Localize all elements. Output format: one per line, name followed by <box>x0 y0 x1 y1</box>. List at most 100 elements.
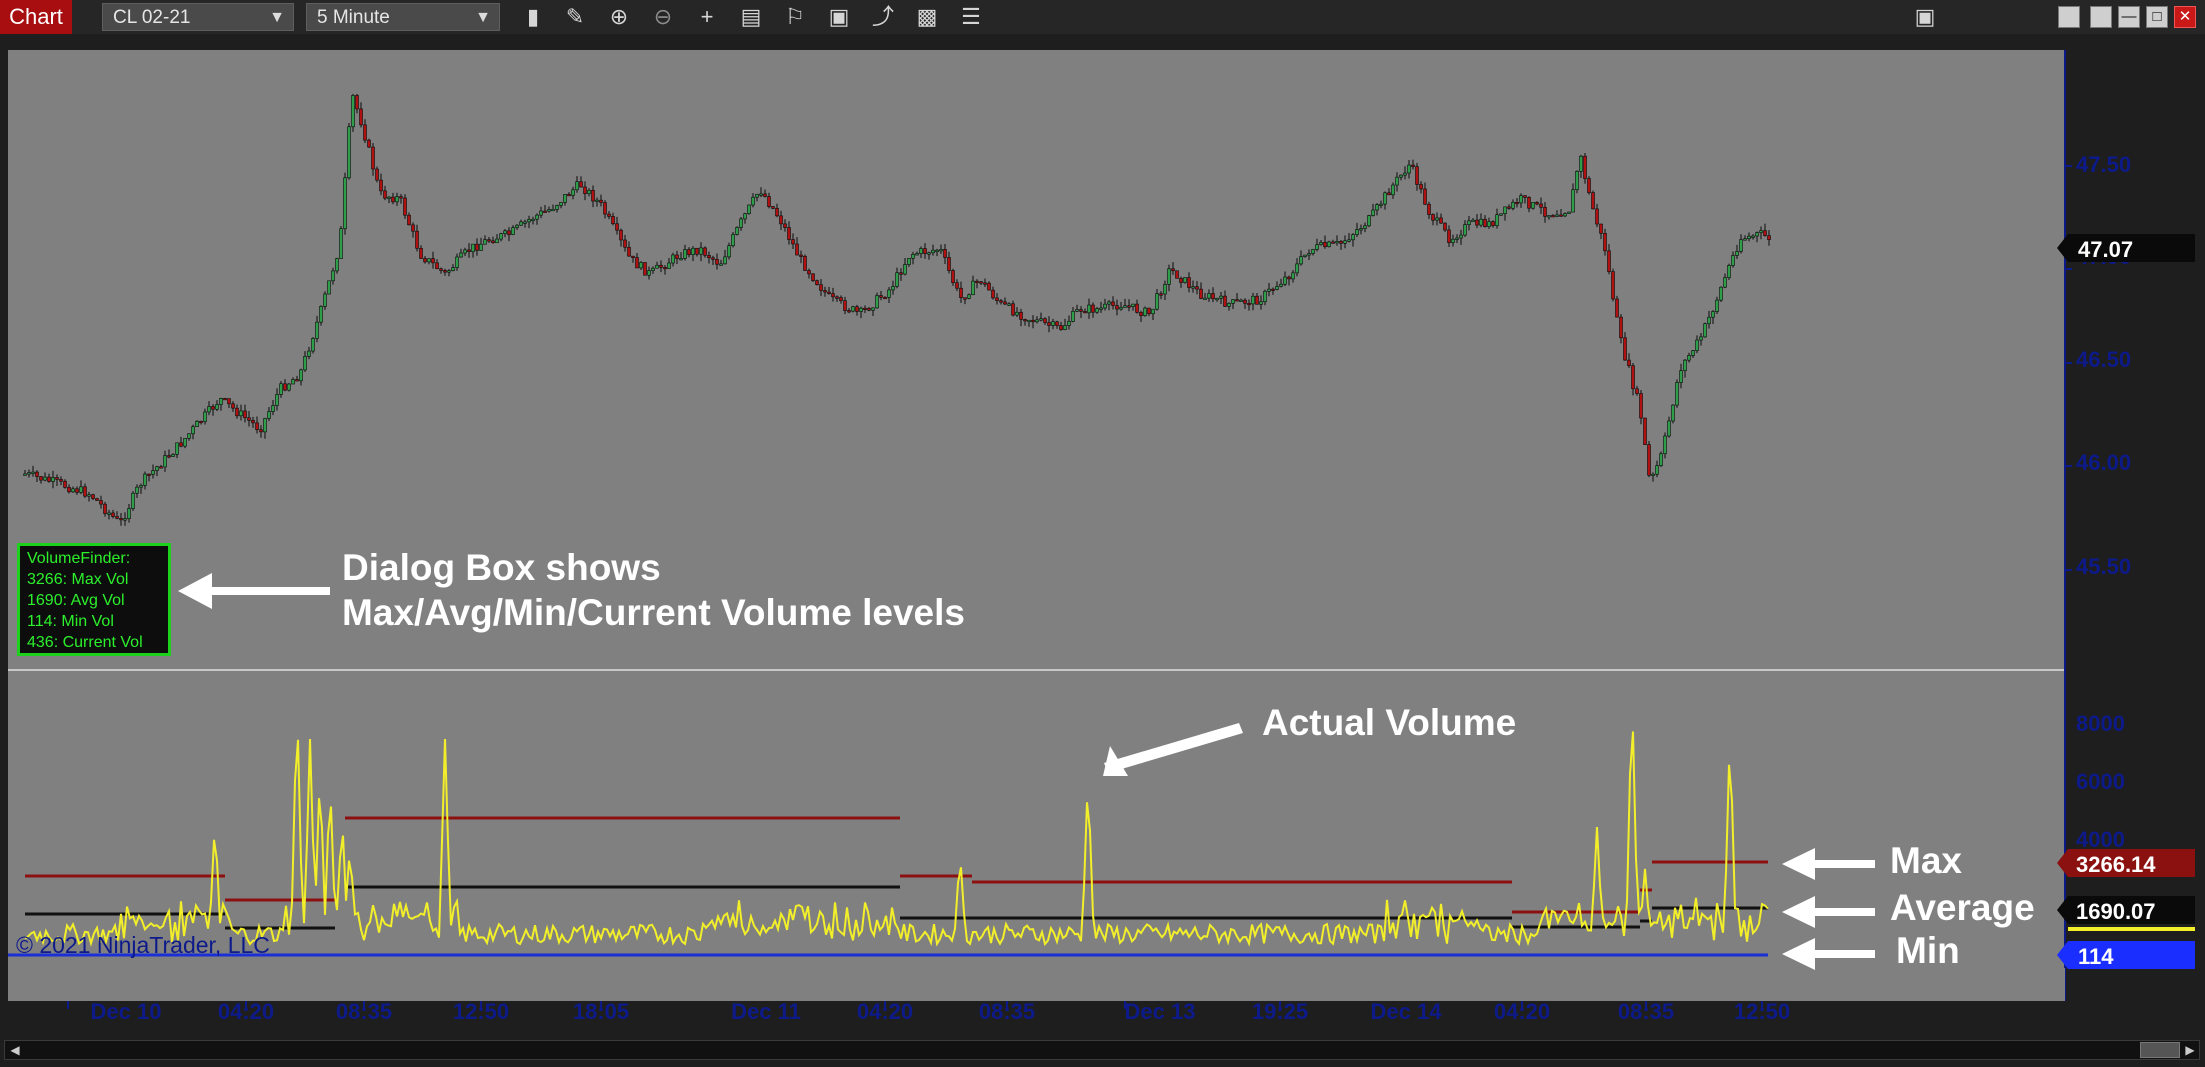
candle <box>147 473 151 476</box>
candle <box>519 221 523 226</box>
drawing-tools-icon[interactable]: ⤴ <box>871 4 894 29</box>
volume-tick: 6000 <box>2076 769 2125 794</box>
instrument-label: CL 02-21 <box>113 7 191 28</box>
candle <box>251 420 255 424</box>
candle <box>791 239 795 245</box>
candle <box>919 248 923 254</box>
candle <box>1607 250 1611 272</box>
candle <box>1287 276 1291 280</box>
maximize-button[interactable]: □ <box>2146 6 2168 28</box>
candle <box>1355 229 1359 235</box>
minimize-button[interactable]: — <box>2118 6 2140 28</box>
candle <box>1103 303 1107 309</box>
candle <box>1615 298 1619 318</box>
candle <box>619 229 623 241</box>
candle <box>1327 241 1331 248</box>
crosshair-icon[interactable]: + <box>700 4 714 29</box>
snapshot-icon[interactable]: ▣ <box>828 4 850 29</box>
candle <box>1343 240 1347 244</box>
data-box-icon[interactable]: ▤ <box>740 4 762 29</box>
candle <box>1495 214 1499 226</box>
candle <box>1535 202 1539 205</box>
candle <box>1603 232 1607 252</box>
candle <box>443 270 447 273</box>
candle <box>843 300 847 311</box>
strategies-icon[interactable]: ▩ <box>916 4 938 29</box>
chart-tab[interactable]: Chart <box>0 0 72 34</box>
candle <box>775 208 779 217</box>
indicators-list-icon[interactable]: ☰ <box>961 4 981 29</box>
candle <box>975 280 979 283</box>
candle <box>379 179 383 192</box>
candle <box>875 295 879 309</box>
zoom-out-icon[interactable]: ⊖ <box>653 4 673 29</box>
candle <box>1307 253 1311 256</box>
candle <box>1227 303 1231 307</box>
candle <box>1559 214 1563 217</box>
candle <box>1687 355 1691 361</box>
candle <box>1135 303 1139 313</box>
candle <box>247 417 251 421</box>
candle <box>383 190 387 199</box>
candle <box>627 246 631 257</box>
interval-selector[interactable]: 5 Minute ▼ <box>306 3 500 31</box>
candle <box>43 476 47 481</box>
candle <box>1639 393 1643 419</box>
candle <box>1547 215 1551 218</box>
candle <box>1215 298 1219 301</box>
candle <box>1479 218 1483 226</box>
candle <box>1595 208 1599 225</box>
candle <box>207 406 211 413</box>
workspace-icon[interactable]: ▣ <box>1914 4 1936 29</box>
arrow-down-left-icon <box>1103 723 1243 776</box>
candle <box>1635 388 1639 394</box>
candle <box>783 223 787 228</box>
candle <box>579 181 583 188</box>
candle <box>1531 202 1535 209</box>
candle <box>63 480 67 488</box>
candle <box>1107 301 1111 305</box>
candle <box>423 258 427 263</box>
candle <box>743 213 747 220</box>
scrollbar-thumb[interactable] <box>2140 1042 2180 1058</box>
horizontal-scrollbar[interactable] <box>4 1040 2200 1060</box>
candle <box>55 477 59 480</box>
candle <box>139 485 143 488</box>
candle <box>967 294 971 299</box>
min-annotation: Min <box>1896 930 1960 971</box>
time-tick: Dec 13 <box>1125 999 1196 1024</box>
instrument-selector[interactable]: CL 02-21 ▼ <box>102 3 294 31</box>
candle <box>111 512 115 517</box>
candle <box>787 227 791 240</box>
close-button[interactable]: ✕ <box>2174 6 2196 28</box>
candle <box>1191 286 1195 289</box>
pencil-icon[interactable]: ✎ <box>565 4 585 29</box>
candle <box>507 230 511 235</box>
chart-area[interactable]: © 2021 NinjaTrader, LLC 47.50 47.00 46.5… <box>0 34 2205 1036</box>
zoom-in-icon[interactable]: ⊕ <box>609 4 629 29</box>
tile-right-button[interactable] <box>2090 6 2112 28</box>
candle <box>1151 308 1155 315</box>
candle <box>1487 221 1491 227</box>
candle <box>343 177 347 230</box>
candle <box>1175 270 1179 279</box>
candle <box>1123 305 1127 308</box>
candle <box>1759 230 1763 233</box>
candle <box>1459 234 1463 239</box>
candle <box>1295 263 1299 274</box>
chart-trader-icon[interactable]: ⚐ <box>785 4 805 29</box>
scroll-right-icon[interactable]: ▶ <box>2185 1043 2195 1057</box>
bar-type-icon[interactable]: ▮ <box>526 4 540 29</box>
candle <box>583 186 587 194</box>
candle <box>1471 219 1475 222</box>
current-price-marker: 47.07 <box>2057 234 2195 262</box>
tile-left-button[interactable] <box>2058 6 2080 28</box>
scroll-left-icon[interactable]: ◀ <box>10 1043 20 1057</box>
candle <box>1011 303 1015 316</box>
candle <box>1131 303 1135 307</box>
candle <box>1167 268 1171 285</box>
chart-toolbar: Chart CL 02-21 ▼ 5 Minute ▼ ▮ ✎ ⊕ ⊖ + ▤ … <box>0 0 2205 35</box>
candle <box>1651 473 1655 477</box>
candle <box>1739 239 1743 252</box>
candle <box>323 293 327 307</box>
